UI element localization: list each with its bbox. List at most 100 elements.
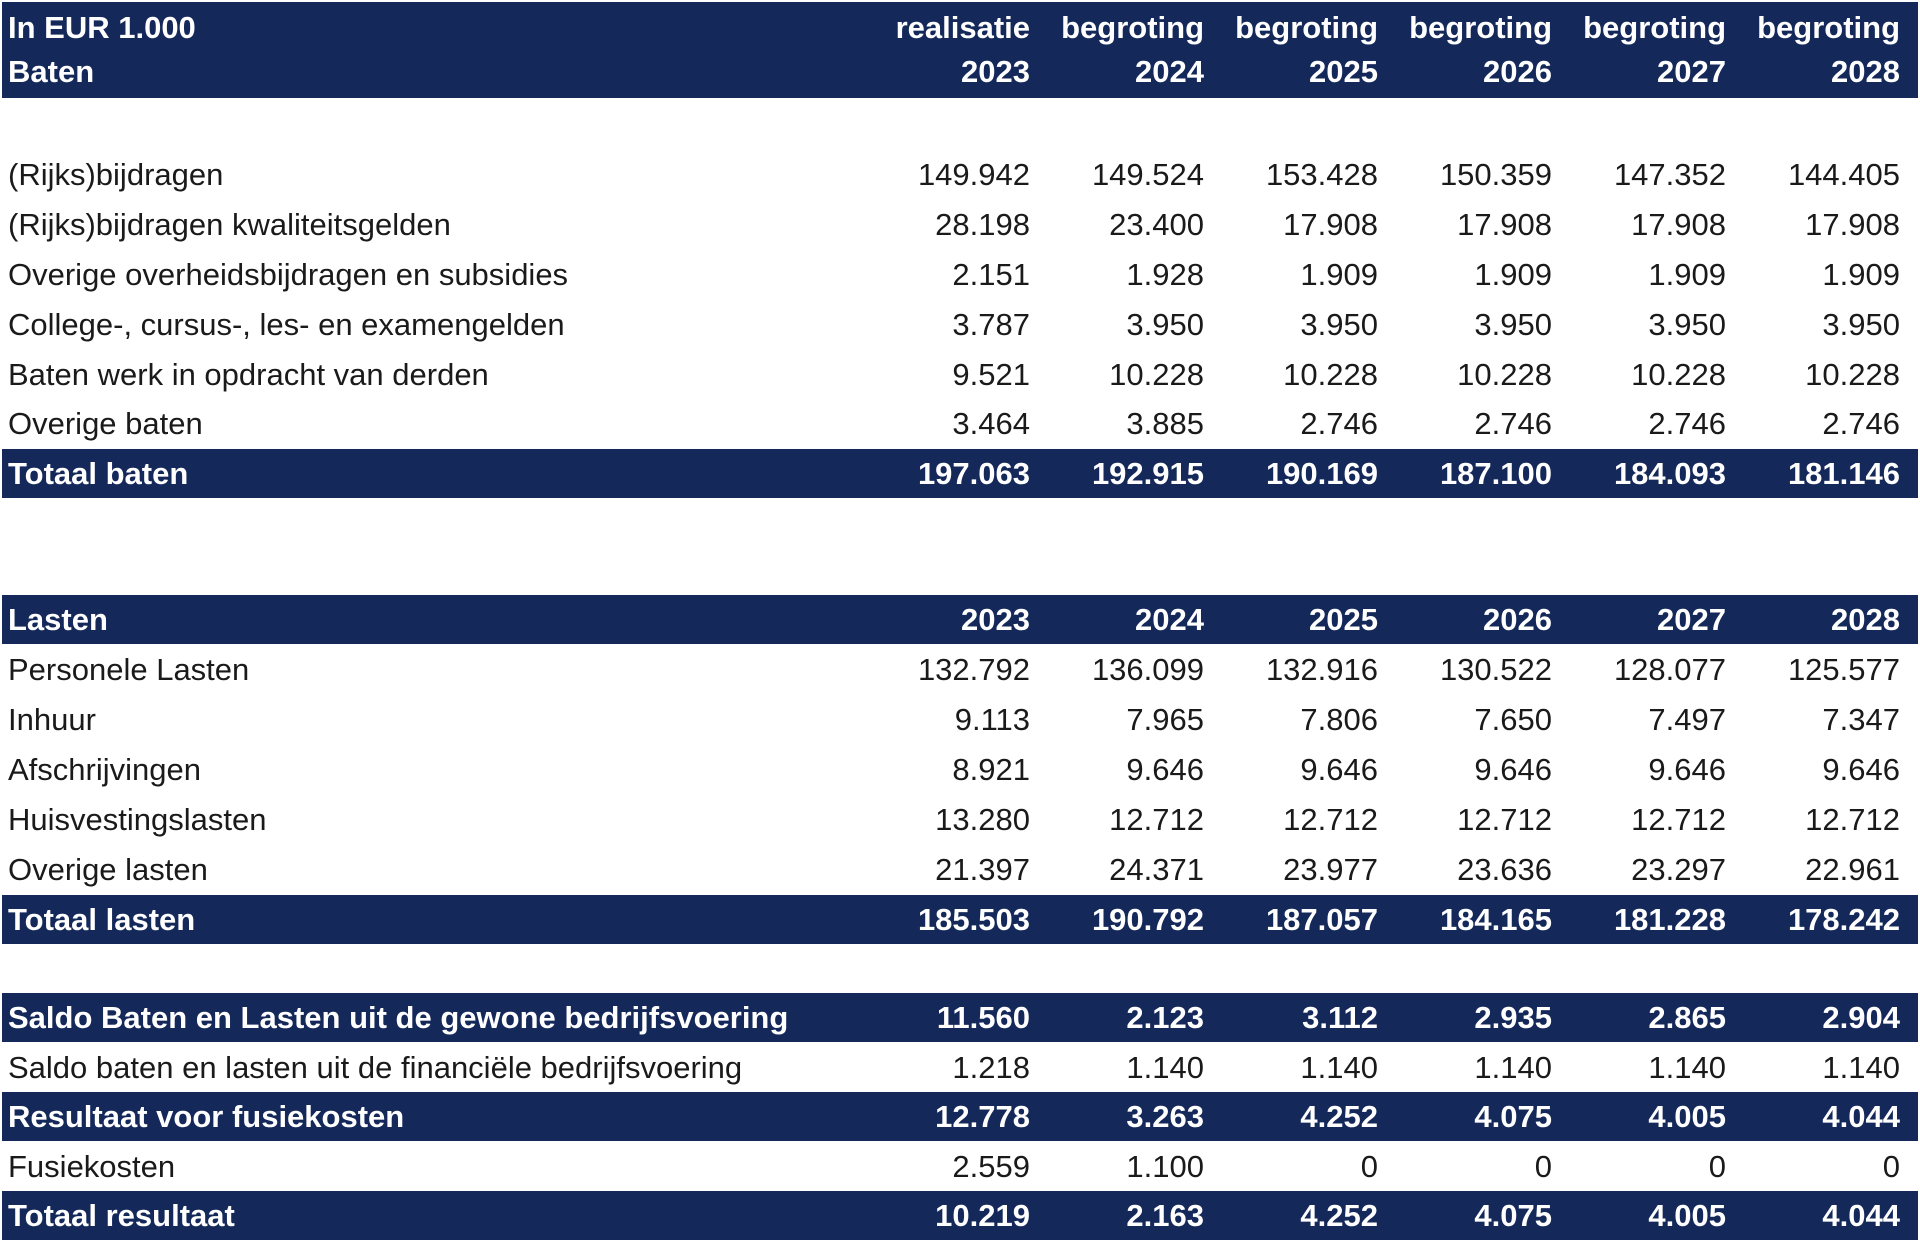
- cell-value: 9.646: [1126, 751, 1204, 787]
- header-column: begroting 2028: [1732, 6, 1906, 94]
- cell-value: 10.228: [1631, 356, 1726, 392]
- cell-value: 7.965: [1126, 701, 1204, 737]
- column-year: 2025: [1309, 601, 1378, 637]
- cell-value: 17.908: [1283, 206, 1378, 242]
- cell-value: 3.950: [1126, 306, 1204, 342]
- cell-value: 9.113: [954, 701, 1030, 737]
- header-column: begroting 2024: [1036, 6, 1210, 94]
- column-type: begroting: [1757, 10, 1900, 45]
- cell-value: 1.909: [1474, 256, 1552, 292]
- cell-value: 1.140: [1300, 1049, 1378, 1085]
- cell-value: 0: [1360, 1148, 1378, 1184]
- cell-value: 192.915: [1091, 455, 1204, 491]
- row-label: Inhuur: [8, 701, 96, 737]
- cell-value: 1.909: [1648, 256, 1726, 292]
- cell-value: 190.169: [1265, 455, 1378, 491]
- cell-value: 23.400: [1109, 206, 1204, 242]
- row-label: Fusiekosten: [8, 1148, 176, 1184]
- row-label: Saldo Baten en Lasten uit de gewone bedr…: [8, 999, 789, 1035]
- header-column: begroting 2025: [1210, 6, 1384, 94]
- lasten-header: Lasten 2023 2024 2025 2026 2027 2028: [2, 595, 1918, 644]
- cell-value: 21.397: [935, 851, 1030, 887]
- cell-value: 3.112: [1302, 999, 1378, 1035]
- cell-value: 7.347: [1822, 701, 1900, 737]
- row-label: Overige overheidsbijdragen en subsidies: [8, 256, 569, 292]
- table-row: Huisvestingslasten 13.280 12.712 12.712 …: [2, 795, 1918, 844]
- cell-value: 130.522: [1439, 651, 1552, 687]
- cell-value: 4.005: [1648, 1197, 1726, 1233]
- cell-value: 1.100: [1126, 1148, 1204, 1184]
- column-year: 2023: [961, 601, 1030, 637]
- cell-value: 0: [1882, 1148, 1900, 1184]
- cell-value: 136.099: [1091, 651, 1204, 687]
- cell-value: 184.165: [1439, 901, 1552, 937]
- cell-value: 132.792: [917, 651, 1030, 687]
- cell-value: 10.228: [1283, 356, 1378, 392]
- saldo-gewoon-row: Saldo Baten en Lasten uit de gewone bedr…: [2, 993, 1918, 1042]
- header-column: begroting 2027: [1558, 6, 1732, 94]
- column-year: 2027: [1657, 54, 1726, 89]
- cell-value: 12.712: [1457, 801, 1552, 837]
- column-year: 2028: [1831, 601, 1900, 637]
- cell-value: 4.075: [1474, 1197, 1552, 1233]
- column-year: 2026: [1483, 54, 1552, 89]
- cell-value: 185.503: [917, 901, 1030, 937]
- cell-value: 3.950: [1822, 306, 1900, 342]
- cell-value: 23.636: [1457, 851, 1552, 887]
- row-label: Personele Lasten: [8, 651, 250, 687]
- row-label: Saldo baten en lasten uit de financiële …: [8, 1049, 743, 1085]
- row-label: (Rijks)bijdragen kwaliteitsgelden: [8, 206, 451, 242]
- column-year: 2027: [1657, 601, 1726, 637]
- cell-value: 3.464: [952, 405, 1030, 441]
- cell-value: 2.746: [1822, 405, 1900, 441]
- table-row: (Rijks)bijdragen 149.942 149.524 153.428…: [2, 150, 1918, 199]
- table-row: Afschrijvingen 8.921 9.646 9.646 9.646 9…: [2, 745, 1918, 794]
- cell-value: 2.151: [952, 256, 1030, 292]
- section-label-lasten: Lasten: [8, 601, 108, 637]
- cell-value: 149.942: [917, 156, 1030, 192]
- cell-value: 1.218: [952, 1049, 1030, 1085]
- cell-value: 2.123: [1126, 999, 1204, 1035]
- cell-value: 13.280: [935, 801, 1030, 837]
- cell-value: 1.140: [1126, 1049, 1204, 1085]
- cell-value: 3.885: [1126, 405, 1204, 441]
- column-type: begroting: [1409, 10, 1552, 45]
- total-row-baten: Totaal baten 197.063 192.915 190.169 187…: [2, 449, 1918, 498]
- resultaat-voor-fusiekosten-row: Resultaat voor fusiekosten 12.778 3.263 …: [2, 1092, 1918, 1141]
- cell-value: 2.746: [1474, 405, 1552, 441]
- cell-value: 3.950: [1648, 306, 1726, 342]
- cell-value: 4.075: [1474, 1098, 1552, 1134]
- table-row: Overige lasten 21.397 24.371 23.977 23.6…: [2, 845, 1918, 894]
- cell-value: 0: [1708, 1148, 1726, 1184]
- cell-value: 2.746: [1648, 405, 1726, 441]
- table-row: Inhuur 9.113 7.965 7.806 7.650 7.497 7.3…: [2, 695, 1918, 744]
- column-year: 2026: [1483, 601, 1552, 637]
- column-type: begroting: [1235, 10, 1378, 45]
- cell-value: 2.559: [952, 1148, 1030, 1184]
- cell-value: 7.497: [1648, 701, 1726, 737]
- row-label: Baten werk in opdracht van derden: [8, 356, 489, 392]
- row-label: Resultaat voor fusiekosten: [8, 1098, 405, 1134]
- cell-value: 144.405: [1787, 156, 1900, 192]
- row-label: Totaal lasten: [8, 901, 196, 937]
- row-label: Totaal baten: [8, 455, 189, 491]
- cell-value: 187.100: [1439, 455, 1552, 491]
- section-label-baten: Baten: [8, 54, 95, 89]
- cell-value: 4.044: [1822, 1197, 1900, 1233]
- table-row: Overige baten 3.464 3.885 2.746 2.746 2.…: [2, 399, 1918, 448]
- cell-value: 2.746: [1300, 405, 1378, 441]
- cell-value: 4.005: [1648, 1098, 1726, 1134]
- cell-value: 178.242: [1787, 901, 1900, 937]
- cell-value: 10.228: [1457, 356, 1552, 392]
- saldo-financieel-row: Saldo baten en lasten uit de financiële …: [2, 1043, 1918, 1092]
- cell-value: 181.146: [1787, 455, 1900, 491]
- column-year: 2025: [1309, 54, 1378, 89]
- cell-value: 147.352: [1613, 156, 1726, 192]
- cell-value: 12.778: [935, 1098, 1030, 1134]
- cell-value: 17.908: [1457, 206, 1552, 242]
- cell-value: 4.252: [1300, 1098, 1378, 1134]
- column-year: 2028: [1831, 54, 1900, 89]
- header-column: begroting 2026: [1384, 6, 1558, 94]
- column-year: 2024: [1135, 54, 1204, 89]
